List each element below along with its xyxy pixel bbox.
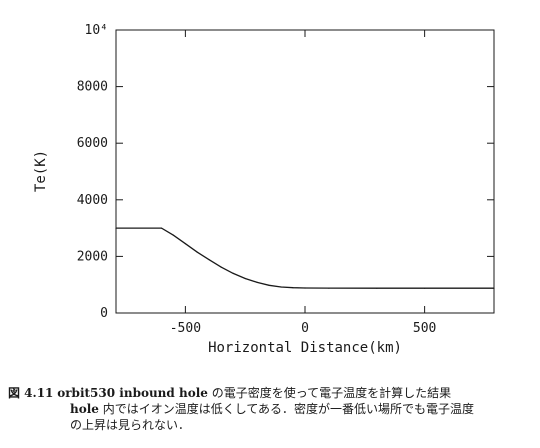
te-data-point — [280, 286, 282, 288]
te-data-point — [493, 287, 495, 289]
y-tick-label: 8000 — [77, 80, 108, 95]
y-tick-label: 0 — [100, 306, 108, 321]
caption-line-2: hole 内ではイオン温度は低くしてある．密度が一番低い場所でも電子温度 — [8, 401, 533, 417]
te-data-point — [268, 284, 270, 286]
te-data-point — [244, 277, 246, 280]
y-tick-label: 6000 — [77, 136, 108, 151]
y-axis-label: Te(K) — [33, 150, 49, 192]
te-data-point — [232, 272, 234, 274]
x-axis-label: Horizontal Distance(km) — [208, 340, 402, 356]
te-data-point — [172, 234, 174, 236]
te-data-point — [208, 259, 210, 261]
figure-caption: 図 4.11 orbit530 inbound hole の電子密度を使って電子… — [8, 385, 533, 433]
y-tick-label: 2000 — [77, 249, 108, 264]
plot-frame — [115, 29, 495, 314]
x-tick-label: 500 — [413, 321, 436, 336]
te-data-point — [424, 287, 426, 289]
te-data-point — [304, 287, 306, 289]
te-data-point — [220, 266, 222, 268]
caption-hole-word: hole — [70, 402, 99, 416]
te-data-point — [184, 243, 186, 245]
x-axis-ticks: -500 0 500 — [170, 30, 436, 336]
te-data-point — [115, 227, 117, 229]
y-tick-label: 10⁴ — [85, 23, 108, 38]
te-series-points — [115, 227, 495, 289]
caption-line-1: 図 4.11 orbit530 inbound hole の電子密度を使って電子… — [8, 385, 533, 401]
te-data-point — [376, 287, 378, 289]
caption-line-2-text: 内ではイオン温度は低くしてある．密度が一番低い場所でも電子温度 — [98, 402, 475, 416]
caption-bold-title: orbit530 inbound hole — [57, 386, 208, 400]
x-tick-label: -500 — [170, 321, 201, 336]
te-data-point — [292, 287, 294, 289]
caption-line-3: の上昇は見られない． — [70, 418, 191, 432]
te-data-point — [196, 251, 198, 253]
x-tick-label: 0 — [301, 321, 309, 336]
caption-line-1-text: の電子密度を使って電子温度を計算した結果 — [207, 386, 452, 400]
te-data-point — [328, 287, 330, 289]
te-data-point — [256, 281, 258, 283]
y-tick-label: 4000 — [77, 193, 108, 208]
y-axis-ticks: 0 2000 4000 6000 8000 10⁴ — [77, 23, 494, 321]
te-data-point — [160, 227, 163, 229]
te-series-line — [116, 227, 494, 289]
figure-number: 図 4.11 — [8, 386, 54, 400]
line-chart: -500 0 500 0 2000 4000 6000 8000 10⁴ Horizontal… — [33, 23, 495, 356]
